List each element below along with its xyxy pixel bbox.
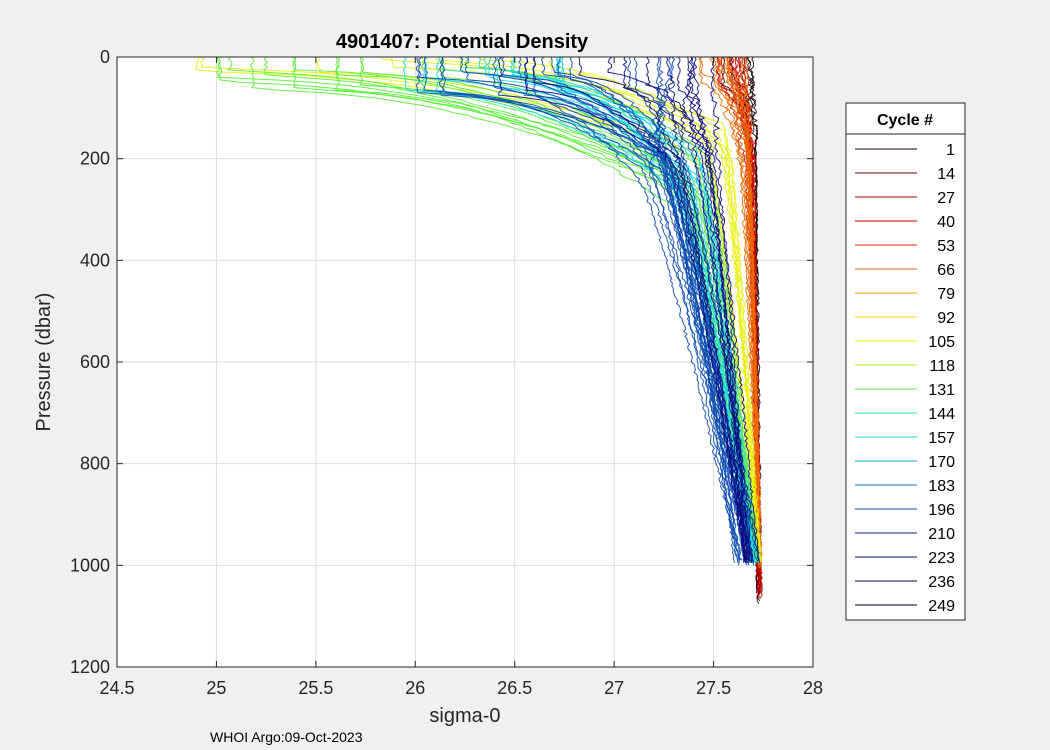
y-tick-label: 600	[80, 352, 110, 372]
legend-entry-label: 183	[928, 478, 955, 495]
legend-entry-label: 210	[928, 526, 955, 543]
legend-entry-label: 79	[937, 286, 955, 303]
y-tick-label: 1000	[70, 555, 110, 575]
x-tick-label: 24.5	[99, 678, 134, 698]
x-tick-label: 26	[405, 678, 425, 698]
chart-title: 4901407: Potential Density	[336, 31, 589, 53]
legend[interactable]: Cycle # 1 14 27 40 53 66 79 92 105 118 131 144 157 17…	[846, 103, 965, 620]
x-tick-label: 26.5	[497, 678, 532, 698]
footnote: WHOI Argo:09-Oct-2023	[210, 729, 363, 745]
x-tick-label: 27	[604, 678, 624, 698]
legend-entry-label: 249	[928, 598, 955, 615]
x-tick-label: 28	[803, 678, 823, 698]
legend-entry-label: 131	[928, 382, 955, 399]
legend-title: Cycle #	[877, 112, 933, 129]
legend-entry-label: 118	[929, 358, 955, 375]
y-axis-label: Pressure (dbar)	[33, 293, 55, 432]
legend-entry-label: 40	[937, 214, 955, 231]
legend-entry-label: 236	[928, 574, 955, 591]
y-tick-label: 800	[80, 454, 110, 474]
legend-entry-label: 53	[937, 238, 955, 255]
x-tick-label: 25.5	[298, 678, 333, 698]
y-tick-label: 400	[80, 250, 110, 270]
legend-entry-label: 105	[928, 334, 955, 351]
legend-entry-label: 196	[928, 502, 955, 519]
x-tick-label: 25	[206, 678, 226, 698]
legend-entry-label: 144	[928, 406, 955, 423]
legend-entry-label: 14	[937, 166, 955, 183]
y-tick-label: 0	[100, 47, 110, 67]
legend-entry-label: 27	[937, 190, 955, 207]
legend-entry-label: 157	[928, 430, 955, 447]
y-tick-label: 1200	[70, 657, 110, 677]
legend-entry-label: 66	[937, 262, 955, 279]
legend-entry-label: 92	[937, 310, 955, 327]
x-axis-label: sigma-0	[429, 705, 500, 727]
legend-entry-label: 1	[946, 142, 955, 159]
x-tick-label: 27.5	[696, 678, 731, 698]
y-tick-label: 200	[80, 149, 110, 169]
legend-entry-label: 223	[928, 550, 955, 567]
legend-entry-label: 170	[928, 454, 955, 471]
